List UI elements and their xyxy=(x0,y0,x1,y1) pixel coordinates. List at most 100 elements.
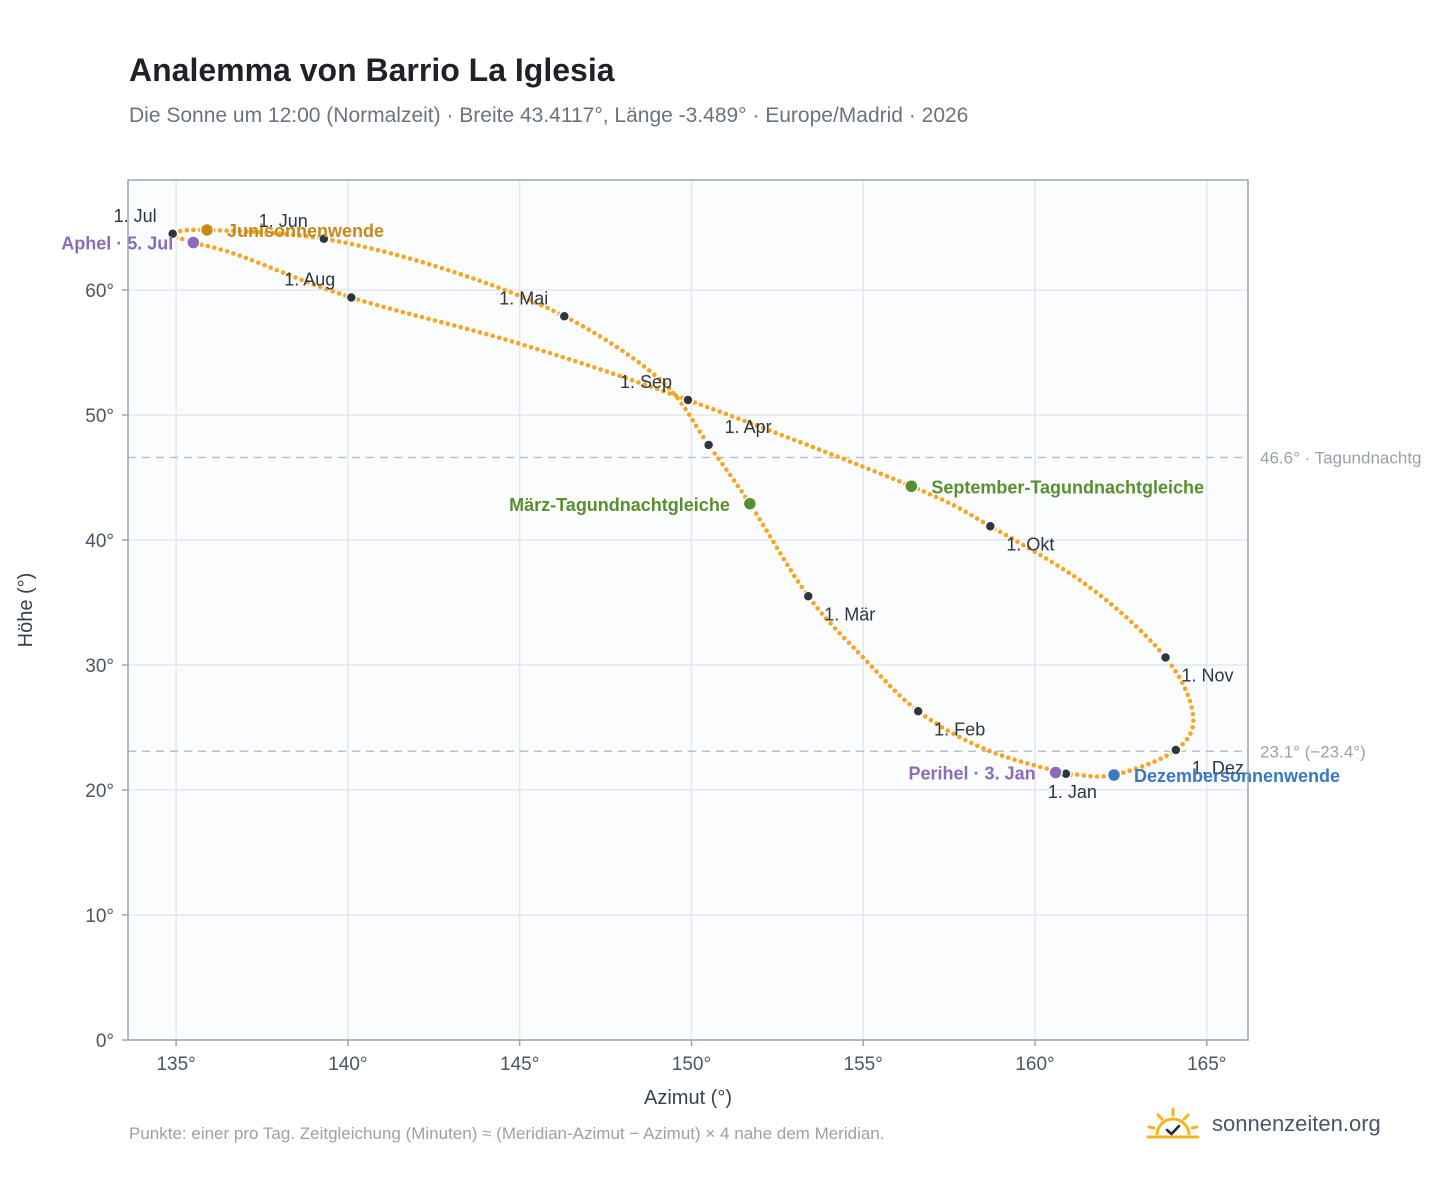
daily-sun-dot xyxy=(1139,764,1145,769)
daily-sun-dot xyxy=(452,269,457,275)
month-label: 1. Mai xyxy=(499,288,548,308)
brand-name: sonnenzeiten.org xyxy=(1212,1111,1381,1136)
daily-sun-dot xyxy=(369,246,374,251)
plot-area xyxy=(128,180,1248,1040)
daily-sun-dot xyxy=(413,313,418,318)
daily-sun-dot xyxy=(503,337,508,342)
brand[interactable]: sonnenzeiten.org xyxy=(1146,1102,1381,1146)
daily-sun-dot xyxy=(771,539,776,545)
daily-sun-dot xyxy=(1093,589,1099,595)
month-marker xyxy=(166,228,179,240)
daily-sun-dot xyxy=(945,500,951,505)
daily-sun-dot xyxy=(1018,759,1024,764)
daily-sun-dot xyxy=(1179,680,1185,686)
daily-sun-dot xyxy=(791,437,797,443)
daily-sun-dot xyxy=(869,664,875,670)
event-label: März-Tagundnachtgleiche xyxy=(509,495,730,515)
daily-sun-dot xyxy=(872,469,877,474)
daily-sun-dot xyxy=(551,308,556,314)
daily-sun-dot xyxy=(477,330,483,335)
daily-sun-dot xyxy=(489,282,495,288)
month-label: 1. Mär xyxy=(824,604,875,624)
daily-sun-dot xyxy=(1082,581,1088,587)
month-marker xyxy=(682,394,694,406)
daily-sun-dot xyxy=(177,228,183,234)
daily-sun-dot xyxy=(798,439,803,445)
daily-sun-dot xyxy=(274,267,280,273)
daily-sun-dot xyxy=(851,645,856,650)
daily-sun-dot xyxy=(400,309,406,315)
daily-sun-dot xyxy=(625,352,631,357)
daily-sun-dot xyxy=(853,461,859,467)
daily-sun-dot xyxy=(1049,559,1055,565)
daily-sun-dot xyxy=(464,274,470,279)
daily-sun-dot xyxy=(860,654,866,660)
daily-sun-dot xyxy=(815,606,820,611)
daily-sun-dot xyxy=(1120,770,1126,775)
daily-sun-dot xyxy=(729,414,735,419)
daily-sun-dot xyxy=(855,649,861,655)
daily-sun-dot xyxy=(375,247,381,253)
daily-sun-dot xyxy=(1005,755,1011,761)
daily-sun-dot xyxy=(883,678,888,684)
daily-sun-dot xyxy=(778,551,783,556)
daily-sun-dot xyxy=(951,503,957,508)
daily-sun-dot xyxy=(897,479,902,484)
y-tick-label: 20° xyxy=(85,781,114,802)
event-marker xyxy=(904,479,919,494)
daily-sun-dot xyxy=(217,228,223,233)
y-tick-label: 60° xyxy=(85,281,114,302)
daily-sun-dot xyxy=(811,600,816,606)
daily-sun-dot xyxy=(514,292,520,298)
daily-sun-dot xyxy=(927,491,933,497)
daily-sun-dot xyxy=(414,258,419,263)
daily-sun-dot xyxy=(690,417,695,423)
chart-subtitle: Die Sonne um 12:00 (Normalzeit) · Breite… xyxy=(129,104,969,127)
event-label: Junisonnenwende xyxy=(227,221,384,241)
daily-sun-dot xyxy=(698,402,704,408)
daily-sun-dot xyxy=(654,386,660,392)
daily-sun-dot xyxy=(757,516,762,522)
month-marker xyxy=(1170,744,1182,756)
daily-sun-dot xyxy=(1071,574,1077,579)
chart-title: Analemma von Barrio La Iglesia xyxy=(129,52,615,88)
daily-sun-dot xyxy=(963,737,968,743)
daily-sun-dot xyxy=(764,528,769,533)
event-marker xyxy=(1106,767,1122,783)
daily-sun-dot xyxy=(541,348,546,354)
daily-sun-dot xyxy=(387,306,393,311)
daily-sun-dot xyxy=(1190,711,1196,717)
daily-sun-dot xyxy=(305,279,311,285)
daily-sun-dot xyxy=(592,330,597,336)
daily-sun-dot xyxy=(951,731,956,737)
daily-sun-dot xyxy=(753,511,759,516)
daily-sun-dot xyxy=(560,354,566,360)
daily-sun-dot xyxy=(1026,546,1032,551)
daily-sun-dot xyxy=(426,316,431,322)
daily-sun-dot xyxy=(1015,539,1020,544)
daily-sun-dot xyxy=(262,262,267,268)
daily-sun-dot xyxy=(716,456,721,462)
daily-sun-dot xyxy=(343,240,348,246)
daily-sun-dot xyxy=(496,335,502,341)
daily-sun-dot xyxy=(773,430,778,436)
daily-sun-dot xyxy=(923,714,928,719)
daily-sun-dot xyxy=(693,423,699,429)
daily-sun-dot xyxy=(230,228,236,234)
daily-sun-dot xyxy=(535,346,540,352)
daily-sun-dot xyxy=(1044,766,1049,771)
daily-sun-dot xyxy=(1037,764,1043,770)
daily-sun-dot xyxy=(767,534,773,539)
daily-sun-dot xyxy=(1146,761,1151,767)
daily-sun-dot xyxy=(1187,698,1193,704)
daily-sun-dot xyxy=(237,228,243,234)
daily-sun-dot xyxy=(237,253,242,258)
daily-sun-dot xyxy=(1191,718,1196,723)
daily-sun-dot xyxy=(779,432,785,438)
daily-sun-dot xyxy=(673,393,679,398)
daily-sun-dot xyxy=(290,232,296,238)
daily-sun-dot xyxy=(270,230,276,236)
x-tick-label: 135° xyxy=(156,1054,195,1075)
daily-sun-dot xyxy=(1088,773,1093,779)
y-axis-label: Höhe (°) xyxy=(15,573,37,648)
